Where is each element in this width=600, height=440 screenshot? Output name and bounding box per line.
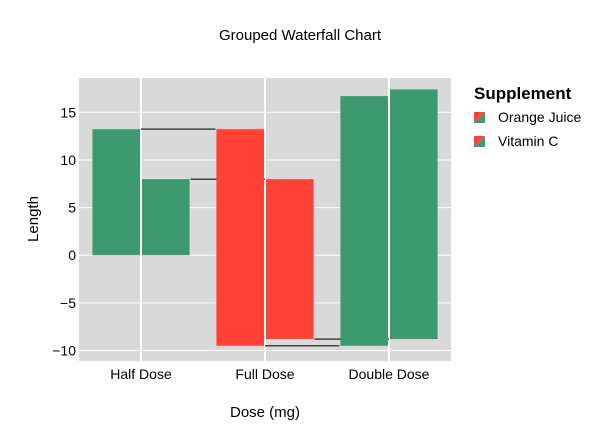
x-tick-label: Double Dose [349,366,430,382]
legend-swatch-increasing [474,112,485,123]
x-tick-label: Full Dose [235,366,294,382]
y-tick-label: 0 [68,247,76,263]
y-tick-label: 15 [60,104,76,120]
y-tick-label: 10 [60,152,76,168]
legend-title: Supplement [474,84,572,103]
legend-entry-label: Orange Juice [498,109,581,125]
waterfall-bar [266,179,314,340]
y-tick-label: −10 [52,343,76,359]
waterfall-bar [216,129,264,346]
y-tick-label: −5 [60,295,76,311]
waterfall-bar [390,89,438,340]
waterfall-bar [142,179,190,256]
waterfall-bar [92,129,140,256]
chart-title: Grouped Waterfall Chart [219,27,382,44]
y-axis-title: Length [25,196,42,242]
x-axis-title: Dose (mg) [230,404,300,421]
x-tick-label: Half Dose [110,366,172,382]
legend-entry-label: Vitamin C [498,133,558,149]
waterfall-bar [340,96,388,346]
y-tick-label: 5 [68,200,76,216]
legend-swatch-increasing [474,136,485,147]
